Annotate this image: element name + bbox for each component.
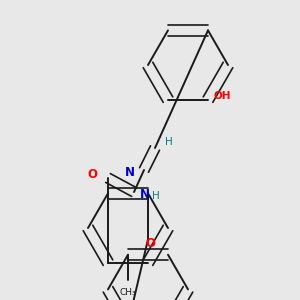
Text: CH₃: CH₃ — [120, 288, 136, 297]
Text: O: O — [145, 237, 155, 250]
Text: H: H — [152, 191, 160, 201]
Text: OH: OH — [213, 91, 230, 100]
Text: H: H — [165, 137, 173, 147]
Text: O: O — [87, 167, 97, 181]
Text: N: N — [140, 188, 150, 200]
Text: N: N — [125, 166, 135, 178]
